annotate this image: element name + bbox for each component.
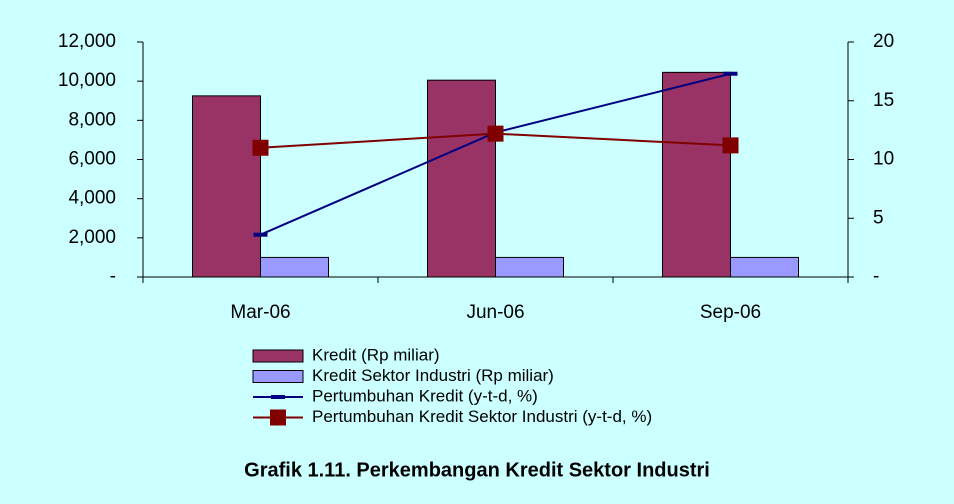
y-tick-label: 12,000 xyxy=(58,31,116,52)
x-tick-label: Mar-06 xyxy=(230,302,290,323)
y2-tick-label: 15 xyxy=(873,90,894,111)
y-tick-label: 8,000 xyxy=(68,109,116,130)
bar xyxy=(495,256,564,278)
legend-label: Kredit (Rp miliar) xyxy=(312,345,440,364)
x-tick-label: Sep-06 xyxy=(700,302,761,323)
legend-marker xyxy=(270,409,286,426)
bar xyxy=(427,79,496,278)
marker xyxy=(252,139,269,156)
y-tick-label: 6,000 xyxy=(68,149,116,170)
y2-tick-label: - xyxy=(873,266,879,287)
x-tick-label: Jun-06 xyxy=(466,302,524,323)
bar xyxy=(192,95,261,278)
bar xyxy=(662,71,731,278)
y-tick-label: - xyxy=(110,266,116,287)
y2-tick-label: 20 xyxy=(873,31,894,52)
y2-tick-label: 10 xyxy=(873,149,894,170)
legend-label: Kredit Sektor Industri (Rp miliar) xyxy=(312,366,554,385)
legend-label: Pertumbuhan Kredit (y-t-d, %) xyxy=(312,386,538,405)
y-tick-label: 2,000 xyxy=(68,227,116,248)
legend-label: Pertumbuhan Kredit Sektor Industri (y-t-… xyxy=(312,407,652,426)
legend-swatch xyxy=(252,370,304,383)
chart-title: Grafik 1.11. Perkembangan Kredit Sektor … xyxy=(244,459,710,481)
y-tick-label: 4,000 xyxy=(68,188,116,209)
legend-swatch xyxy=(252,349,304,363)
bar xyxy=(730,256,799,278)
marker xyxy=(722,137,739,154)
bar xyxy=(260,256,329,278)
y-tick-label: 10,000 xyxy=(58,70,116,91)
marker xyxy=(487,125,504,142)
y2-tick-label: 5 xyxy=(873,207,884,228)
